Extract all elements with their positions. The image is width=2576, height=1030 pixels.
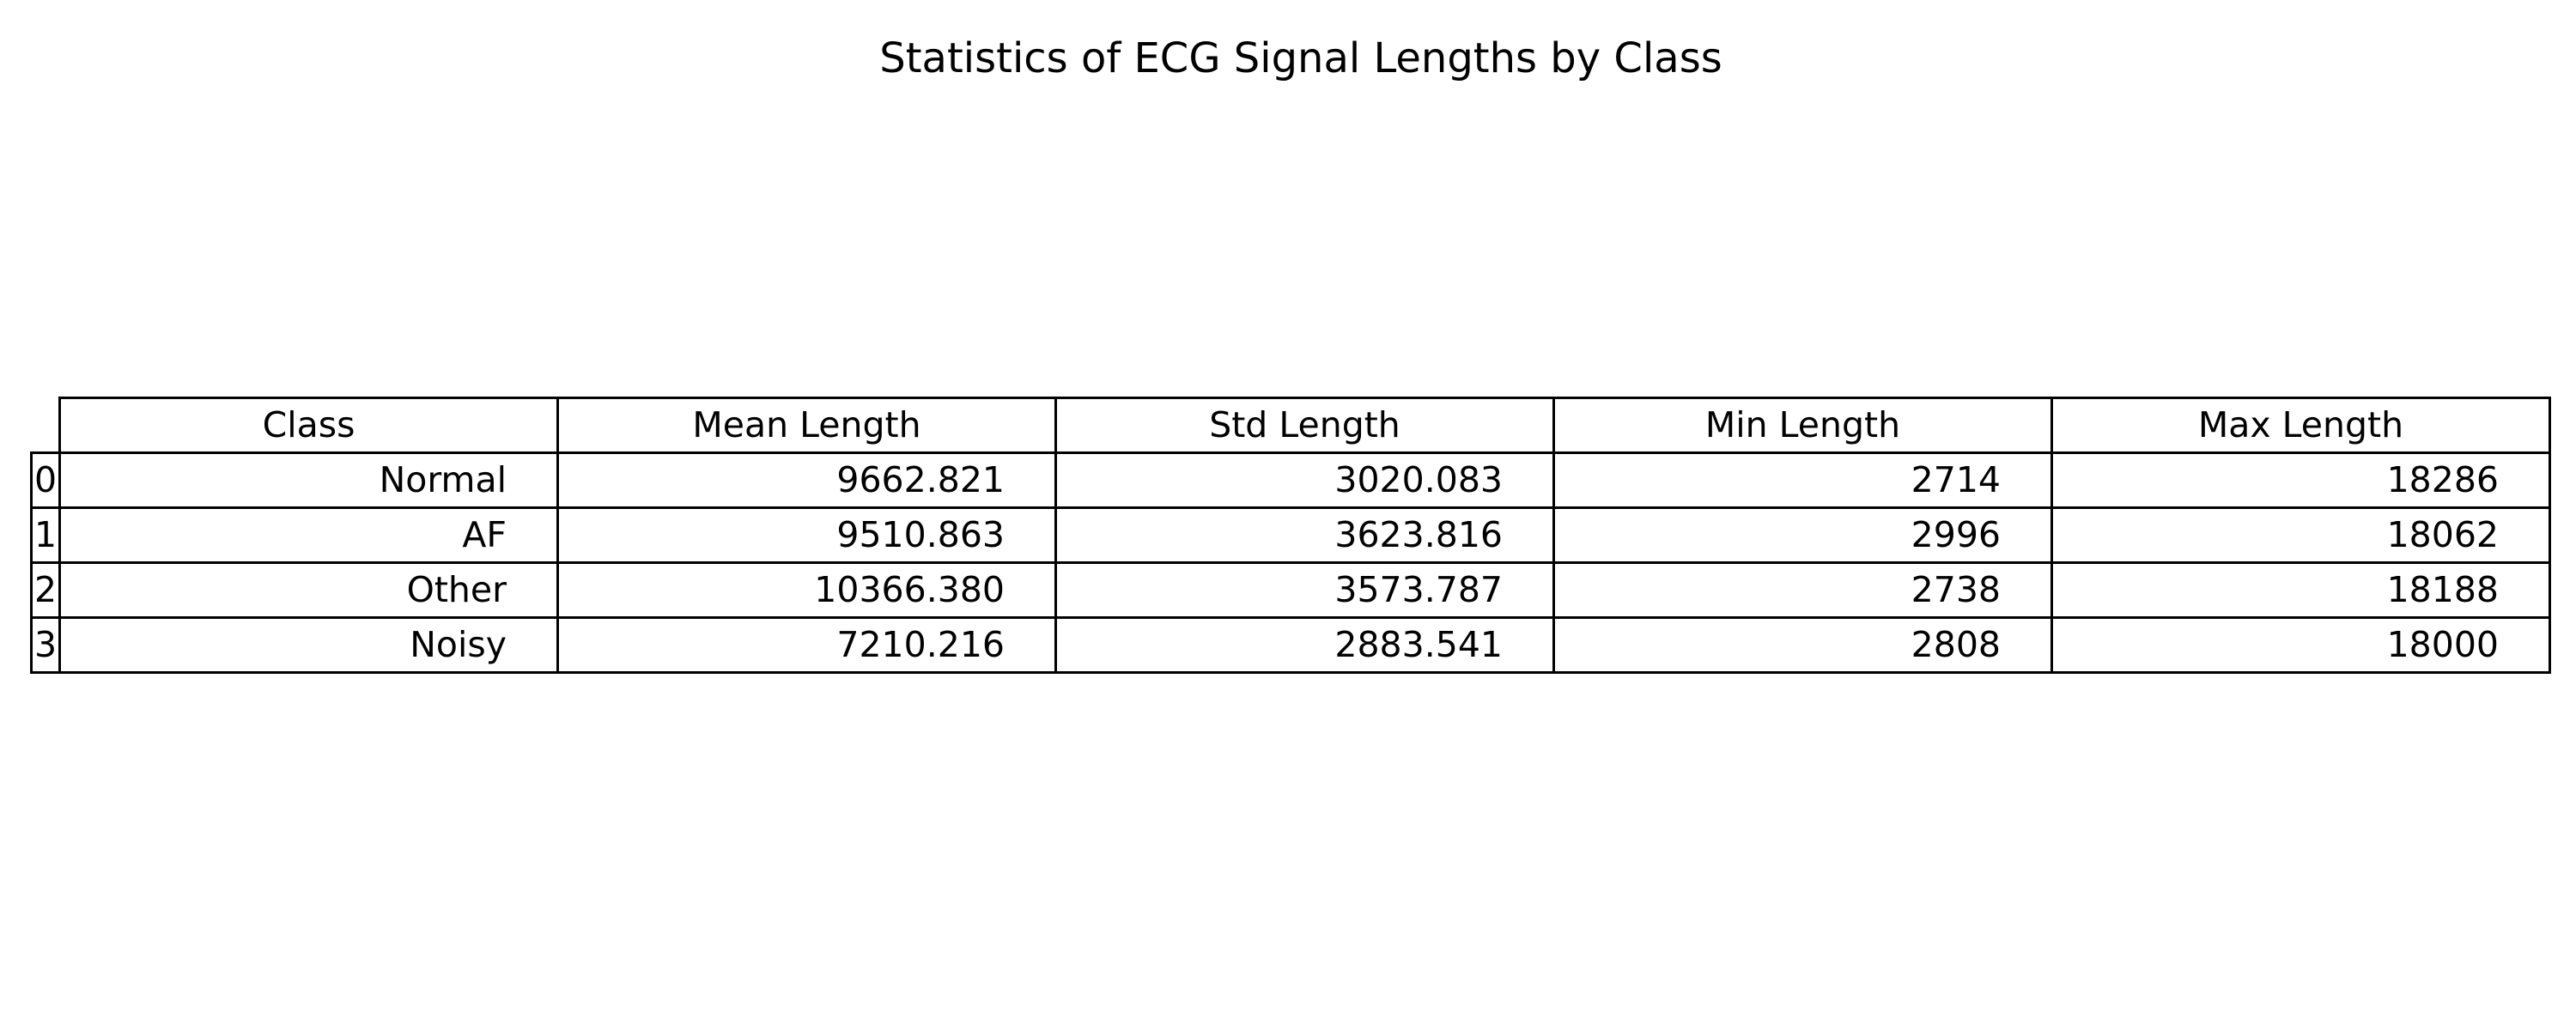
table-cell: Normal — [58, 451, 559, 509]
table-cell: 18000 — [2050, 616, 2551, 674]
column-header: Class — [58, 397, 559, 454]
table-cell: 18286 — [2050, 451, 2551, 509]
table-cell: 2808 — [1552, 616, 2053, 674]
column-header: Mean Length — [556, 397, 1057, 454]
table-cell: 18062 — [2050, 506, 2551, 564]
table-cell: 2883.541 — [1054, 616, 1555, 674]
table-cell: 9662.821 — [556, 451, 1057, 509]
row-index: 2 — [30, 561, 61, 619]
table-cell: 9510.863 — [556, 506, 1057, 564]
table-cell: 3623.816 — [1054, 506, 1555, 564]
table-header-row: Class Mean Length Std Length Min Length Max … — [32, 397, 2551, 454]
table-cell: 18188 — [2050, 561, 2551, 619]
table-row: 3 Noisy 7210.216 2883.541 2808 18000 — [30, 616, 2551, 674]
table-corner — [32, 398, 60, 453]
table-cell: 7210.216 — [556, 616, 1057, 674]
table-cell: Other — [58, 561, 559, 619]
table-cell: 3573.787 — [1054, 561, 1555, 619]
table-cell: AF — [58, 506, 559, 564]
table-cell: 2738 — [1552, 561, 2053, 619]
table-cell: 2996 — [1552, 506, 2053, 564]
table-row: 2 Other 10366.380 3573.787 2738 18188 — [30, 561, 2551, 619]
table-row: 1 AF 9510.863 3623.816 2996 18062 — [30, 506, 2551, 564]
column-header: Std Length — [1054, 397, 1555, 454]
table-cell: 3020.083 — [1054, 451, 1555, 509]
table-cell: 10366.380 — [556, 561, 1057, 619]
row-index: 0 — [30, 451, 61, 509]
table-cell: 2714 — [1552, 451, 2053, 509]
table-body: 0 Normal 9662.821 3020.083 2714 18286 1 AF 9510.… — [30, 451, 2551, 674]
row-index: 1 — [30, 506, 61, 564]
column-header: Min Length — [1552, 397, 2053, 454]
table-cell: Noisy — [58, 616, 559, 674]
chart-title: Statistics of ECG Signal Lengths by Clas… — [879, 34, 1722, 82]
row-index: 3 — [30, 616, 61, 674]
table-row: 0 Normal 9662.821 3020.083 2714 18286 — [30, 451, 2551, 509]
statistics-table: Class Mean Length Std Length Min Length Max … — [30, 397, 2551, 674]
column-header: Max Length — [2050, 397, 2551, 454]
